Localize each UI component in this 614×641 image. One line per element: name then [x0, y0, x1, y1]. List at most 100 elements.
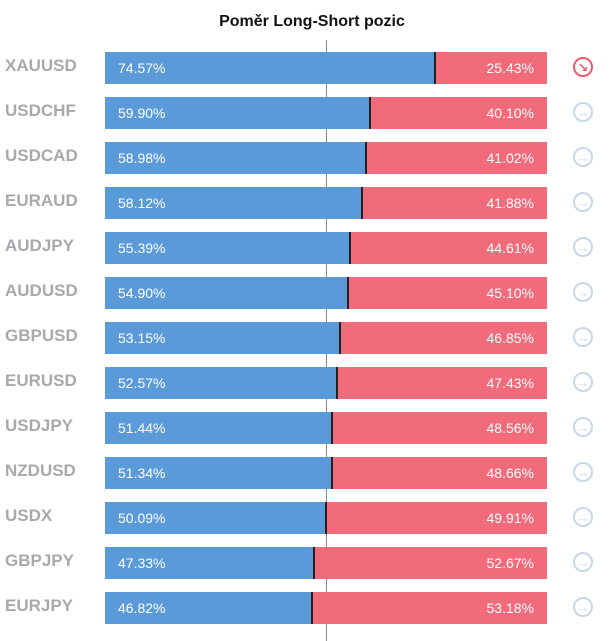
long-bar — [105, 457, 332, 489]
pair-symbol: XAUUSD — [5, 56, 77, 75]
arrow-right-icon[interactable]: → — [573, 462, 593, 482]
arrow-right-icon[interactable]: → — [573, 237, 593, 257]
pair-symbol: USDX — [5, 506, 53, 525]
short-value-label: 53.18% — [486, 600, 534, 616]
short-value-label: 44.61% — [486, 240, 534, 256]
pair-row[interactable]: EURUSD 52.57% 47.43% → — [0, 367, 614, 399]
bar-separator — [311, 592, 313, 624]
long-bar — [105, 277, 348, 309]
long-value-label: 46.82% — [118, 600, 166, 616]
bar-separator — [325, 502, 327, 534]
short-bar: 53.15% 46.85% — [105, 322, 547, 354]
short-value-label: 52.67% — [486, 555, 534, 571]
long-value-label: 51.44% — [118, 420, 166, 436]
pair-symbol: AUDUSD — [5, 281, 78, 300]
long-bar — [105, 547, 314, 579]
long-value-label: 54.90% — [118, 285, 166, 301]
arrow-right-icon[interactable]: → — [573, 417, 593, 437]
arrow-right-icon[interactable]: → — [573, 147, 593, 167]
short-bar: 46.82% 53.18% — [105, 592, 547, 624]
long-bar — [105, 322, 340, 354]
long-bar — [105, 367, 337, 399]
pair-row[interactable]: USDCAD 58.98% 41.02% → — [0, 142, 614, 174]
arrow-right-icon[interactable]: → — [573, 327, 593, 347]
pair-row[interactable]: XAUUSD 74.57% 25.43% ↘ — [0, 52, 614, 84]
long-value-label: 51.34% — [118, 465, 166, 481]
long-bar — [105, 142, 366, 174]
long-value-label: 59.90% — [118, 105, 166, 121]
arrow-right-icon[interactable]: → — [573, 102, 593, 122]
short-bar: 51.44% 48.56% — [105, 412, 547, 444]
long-value-label: 58.98% — [118, 150, 166, 166]
long-value-label: 47.33% — [118, 555, 166, 571]
pair-row[interactable]: AUDJPY 55.39% 44.61% → — [0, 232, 614, 264]
pair-row[interactable]: GBPJPY 47.33% 52.67% → — [0, 547, 614, 579]
short-value-label: 48.56% — [486, 420, 534, 436]
short-bar: 54.90% 45.10% — [105, 277, 547, 309]
bar-separator — [336, 367, 338, 399]
long-value-label: 52.57% — [118, 375, 166, 391]
long-bar — [105, 412, 332, 444]
long-value-label: 53.15% — [118, 330, 166, 346]
short-bar: 58.12% 41.88% — [105, 187, 547, 219]
short-value-label: 45.10% — [486, 285, 534, 301]
bar-separator — [331, 457, 333, 489]
short-bar: 59.90% 40.10% — [105, 97, 547, 129]
arrow-right-icon[interactable]: → — [573, 507, 593, 527]
bar-separator — [434, 52, 436, 84]
short-bar: 74.57% 25.43% — [105, 52, 547, 84]
short-bar: 52.57% 47.43% — [105, 367, 547, 399]
long-value-label: 74.57% — [118, 60, 166, 76]
pair-symbol: USDCAD — [5, 146, 78, 165]
bar-separator — [331, 412, 333, 444]
bar-separator — [369, 97, 371, 129]
short-value-label: 46.85% — [486, 330, 534, 346]
pair-row[interactable]: EURAUD 58.12% 41.88% → — [0, 187, 614, 219]
pair-symbol: GBPUSD — [5, 326, 78, 345]
long-value-label: 50.09% — [118, 510, 166, 526]
bar-separator — [365, 142, 367, 174]
bar-separator — [361, 187, 363, 219]
arrow-down-right-icon[interactable]: ↘ — [573, 57, 593, 77]
pair-symbol: EURUSD — [5, 371, 77, 390]
chart-title: Poměr Long-Short pozic — [219, 13, 405, 30]
long-bar — [105, 52, 435, 84]
long-bar — [105, 97, 370, 129]
pair-row[interactable]: GBPUSD 53.15% 46.85% → — [0, 322, 614, 354]
short-bar: 58.98% 41.02% — [105, 142, 547, 174]
short-bar: 55.39% 44.61% — [105, 232, 547, 264]
pair-symbol: NZDUSD — [5, 461, 76, 480]
short-value-label: 48.66% — [486, 465, 534, 481]
short-value-label: 47.43% — [486, 375, 534, 391]
pair-row[interactable]: NZDUSD 51.34% 48.66% → — [0, 457, 614, 489]
long-bar — [105, 592, 312, 624]
long-bar — [105, 502, 326, 534]
arrow-right-icon[interactable]: → — [573, 372, 593, 392]
arrow-right-icon[interactable]: → — [573, 282, 593, 302]
long-bar — [105, 187, 362, 219]
pair-symbol: AUDJPY — [5, 236, 74, 255]
short-value-label: 41.88% — [486, 195, 534, 211]
bar-separator — [339, 322, 341, 354]
pair-row[interactable]: USDCHF 59.90% 40.10% → — [0, 97, 614, 129]
long-bar — [105, 232, 350, 264]
short-value-label: 49.91% — [486, 510, 534, 526]
pair-symbol: GBPJPY — [5, 551, 74, 570]
short-bar: 51.34% 48.66% — [105, 457, 547, 489]
pair-symbol: EURAUD — [5, 191, 78, 210]
bar-separator — [313, 547, 315, 579]
arrow-right-icon[interactable]: → — [573, 597, 593, 617]
long-value-label: 58.12% — [118, 195, 166, 211]
long-value-label: 55.39% — [118, 240, 166, 256]
pair-row[interactable]: USDJPY 51.44% 48.56% → — [0, 412, 614, 444]
arrow-right-icon[interactable]: → — [573, 192, 593, 212]
pair-row[interactable]: USDX 50.09% 49.91% → — [0, 502, 614, 534]
arrow-right-icon[interactable]: → — [573, 552, 593, 572]
pair-symbol: EURJPY — [5, 596, 74, 615]
pair-row[interactable]: EURJPY 46.82% 53.18% → — [0, 592, 614, 624]
pair-symbol: USDCHF — [5, 101, 76, 120]
short-value-label: 25.43% — [486, 60, 534, 76]
pair-row[interactable]: AUDUSD 54.90% 45.10% → — [0, 277, 614, 309]
short-bar: 50.09% 49.91% — [105, 502, 547, 534]
short-bar: 47.33% 52.67% — [105, 547, 547, 579]
